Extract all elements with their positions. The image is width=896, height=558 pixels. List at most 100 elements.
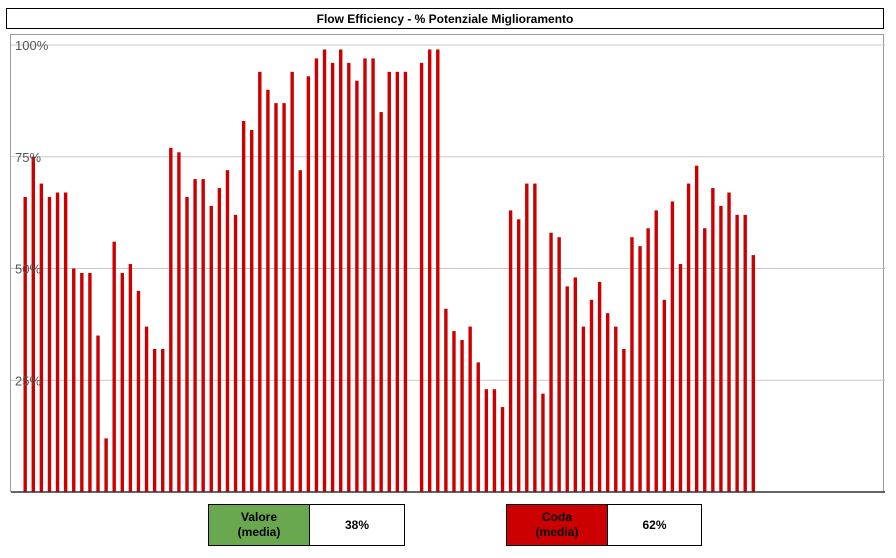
bar bbox=[371, 58, 375, 492]
bar bbox=[185, 196, 189, 493]
bar bbox=[274, 103, 278, 493]
bar bbox=[23, 196, 27, 493]
bar bbox=[743, 214, 747, 493]
bar bbox=[120, 272, 124, 492]
bar bbox=[662, 299, 667, 492]
bar bbox=[597, 281, 602, 492]
bar bbox=[290, 71, 294, 492]
bar bbox=[225, 170, 230, 492]
bar bbox=[646, 228, 650, 492]
legend-valore: Valore (media) 38% bbox=[208, 504, 405, 546]
bar bbox=[72, 268, 76, 492]
bar bbox=[347, 62, 351, 492]
bar bbox=[31, 156, 35, 492]
bar bbox=[322, 49, 327, 492]
bar bbox=[266, 89, 270, 492]
bar bbox=[379, 112, 383, 493]
bar bbox=[250, 129, 254, 492]
bar bbox=[735, 214, 739, 493]
bar bbox=[460, 340, 464, 492]
bar bbox=[557, 237, 561, 492]
bar bbox=[355, 80, 359, 492]
bar-chart: 100% 75% 50% 25% bbox=[11, 38, 885, 493]
bar bbox=[39, 183, 44, 492]
bar bbox=[314, 58, 319, 492]
bar bbox=[727, 192, 731, 492]
bar bbox=[468, 326, 472, 492]
bar bbox=[419, 62, 424, 492]
bar bbox=[452, 331, 456, 492]
bar bbox=[80, 272, 84, 492]
bar bbox=[161, 348, 165, 492]
bar bbox=[678, 264, 683, 492]
bar bbox=[144, 326, 149, 492]
bar bbox=[217, 188, 222, 493]
bar bbox=[201, 179, 205, 492]
y-tick-label: 50% bbox=[15, 262, 41, 277]
chart-title: Flow Efficiency - % Potenziale Miglioram… bbox=[6, 8, 884, 29]
bar bbox=[670, 201, 675, 492]
bar bbox=[258, 71, 262, 492]
bar bbox=[104, 438, 108, 492]
bar bbox=[444, 308, 448, 492]
bar bbox=[500, 407, 505, 492]
bar bbox=[711, 188, 715, 493]
bar bbox=[581, 326, 586, 492]
bar bbox=[508, 210, 513, 492]
bar bbox=[387, 71, 391, 492]
bar bbox=[476, 362, 480, 492]
bar bbox=[177, 152, 181, 492]
bar bbox=[622, 348, 626, 492]
bar bbox=[63, 192, 68, 492]
bar bbox=[654, 210, 658, 492]
bar bbox=[152, 348, 157, 492]
bar bbox=[128, 264, 133, 492]
bar bbox=[751, 255, 755, 492]
bar bbox=[209, 205, 213, 493]
bar bbox=[694, 165, 699, 492]
y-tick-label: 25% bbox=[15, 373, 41, 388]
bar bbox=[395, 71, 400, 492]
bar bbox=[614, 326, 618, 492]
bar bbox=[719, 205, 723, 493]
bar bbox=[112, 241, 116, 492]
y-tick-label: 75% bbox=[15, 150, 41, 165]
bar bbox=[549, 232, 553, 493]
plot-area: 100% 75% 50% 25% bbox=[10, 34, 885, 493]
bar bbox=[638, 246, 642, 492]
bar bbox=[47, 196, 52, 493]
bar bbox=[565, 286, 569, 492]
bar bbox=[516, 219, 521, 492]
legend-valore-label: Valore (media) bbox=[209, 505, 310, 545]
bar bbox=[484, 389, 489, 492]
bar bbox=[403, 71, 408, 492]
bar bbox=[533, 183, 537, 492]
bar bbox=[703, 228, 707, 492]
bar bbox=[241, 120, 246, 493]
bar bbox=[136, 290, 141, 492]
legend-valore-value: 38% bbox=[310, 505, 404, 545]
bar bbox=[339, 49, 343, 492]
bar bbox=[573, 277, 578, 492]
bar bbox=[686, 183, 691, 492]
bar bbox=[330, 62, 335, 492]
bar bbox=[298, 170, 302, 492]
bar bbox=[306, 76, 311, 492]
bar bbox=[55, 192, 60, 492]
bar bbox=[525, 183, 529, 492]
bar bbox=[282, 103, 286, 493]
bar bbox=[541, 393, 545, 492]
legend-coda: Coda (media) 62% bbox=[506, 504, 702, 546]
bar bbox=[169, 147, 173, 492]
legend-coda-label: Coda (media) bbox=[507, 505, 608, 545]
bar bbox=[605, 313, 610, 492]
bar bbox=[428, 49, 432, 492]
bar bbox=[630, 237, 634, 492]
bar bbox=[233, 214, 238, 493]
y-tick-label: 100% bbox=[15, 38, 49, 53]
legend-coda-value: 62% bbox=[608, 505, 701, 545]
bar bbox=[193, 179, 197, 492]
bar bbox=[88, 272, 92, 492]
bar bbox=[96, 335, 100, 492]
bar bbox=[436, 49, 440, 492]
